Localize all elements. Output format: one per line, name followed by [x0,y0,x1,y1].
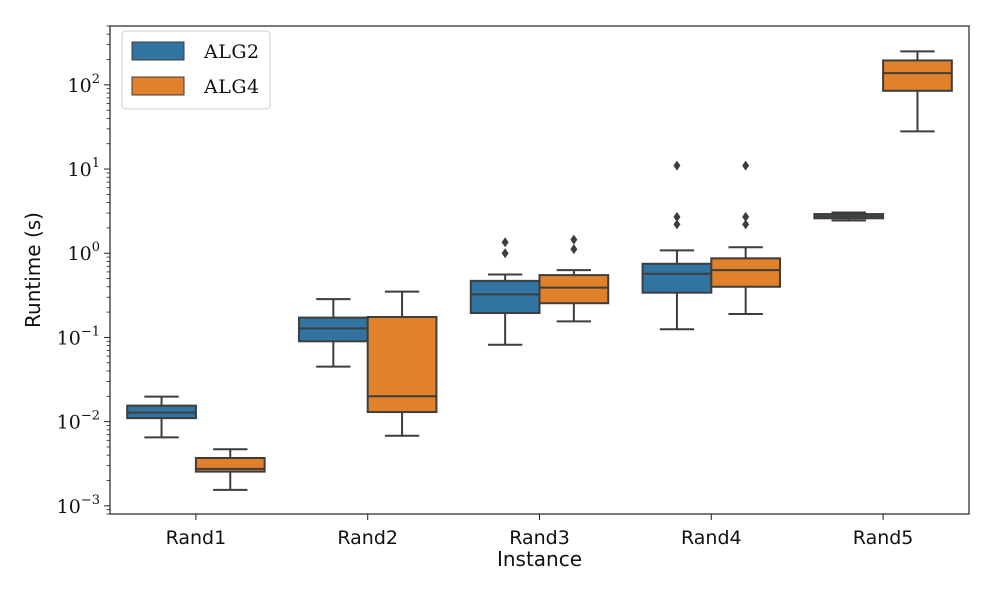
y-axis-title: Runtime (s) [21,212,45,328]
y-tick-label: 10−1 [57,324,100,349]
y-tick-label: 10−2 [57,409,100,434]
box-iqr [710,257,782,288]
box-iqr [366,315,438,414]
box-alg4-rand3 [538,234,610,323]
legend-swatch-alg4 [131,76,185,96]
outlier-point [570,234,578,245]
y-tick-label: 100 [68,240,100,265]
y-tick-label: 10−3 [57,493,100,518]
y-tick-label: 102 [68,72,100,97]
outlier-point [501,237,509,248]
outlier-point [501,248,509,259]
outlier-point [673,219,681,230]
box-alg2-rand1 [126,395,197,439]
outlier-point [742,211,750,222]
box-iqr [538,274,610,305]
x-tick-label: Rand4 [681,527,742,549]
box-alg4-rand1 [194,448,266,491]
legend-label-alg2: ALG2 [203,41,260,63]
box-alg4-rand2 [366,290,438,437]
x-tick-label: Rand2 [337,527,398,549]
outlier-point [673,160,681,171]
box-series [126,50,953,491]
box-iqr [882,59,953,92]
legend-swatch-alg2 [131,41,185,61]
box-iqr [641,262,713,294]
box-alg2-rand4 [641,160,713,331]
box-alg2-rand3 [469,237,541,346]
x-axis: Rand1 Rand2 Rand3 Rand4 Rand5 [166,514,914,549]
x-tick-label: Rand5 [853,527,914,549]
y-tick-label: 101 [68,156,100,181]
box-alg2-rand2 [297,298,369,368]
box-iqr [297,316,369,343]
outlier-point [673,211,681,222]
legend: ALG2 ALG4 [121,30,271,110]
box-alg2-rand5 [813,211,885,222]
x-tick-label: Rand1 [166,527,227,549]
box-alg4-rand4 [710,160,782,315]
box-alg4-rand5 [882,50,953,133]
box-iqr [469,279,541,315]
y-axis: 10−3 10−2 10−1 100 101 102 [57,25,110,518]
outlier-point [742,219,750,230]
outlier-point [742,160,750,171]
legend-label-alg4: ALG4 [203,76,260,98]
outlier-point [570,244,578,255]
x-axis-title: Instance [497,547,582,571]
x-tick-label: Rand3 [509,527,570,549]
